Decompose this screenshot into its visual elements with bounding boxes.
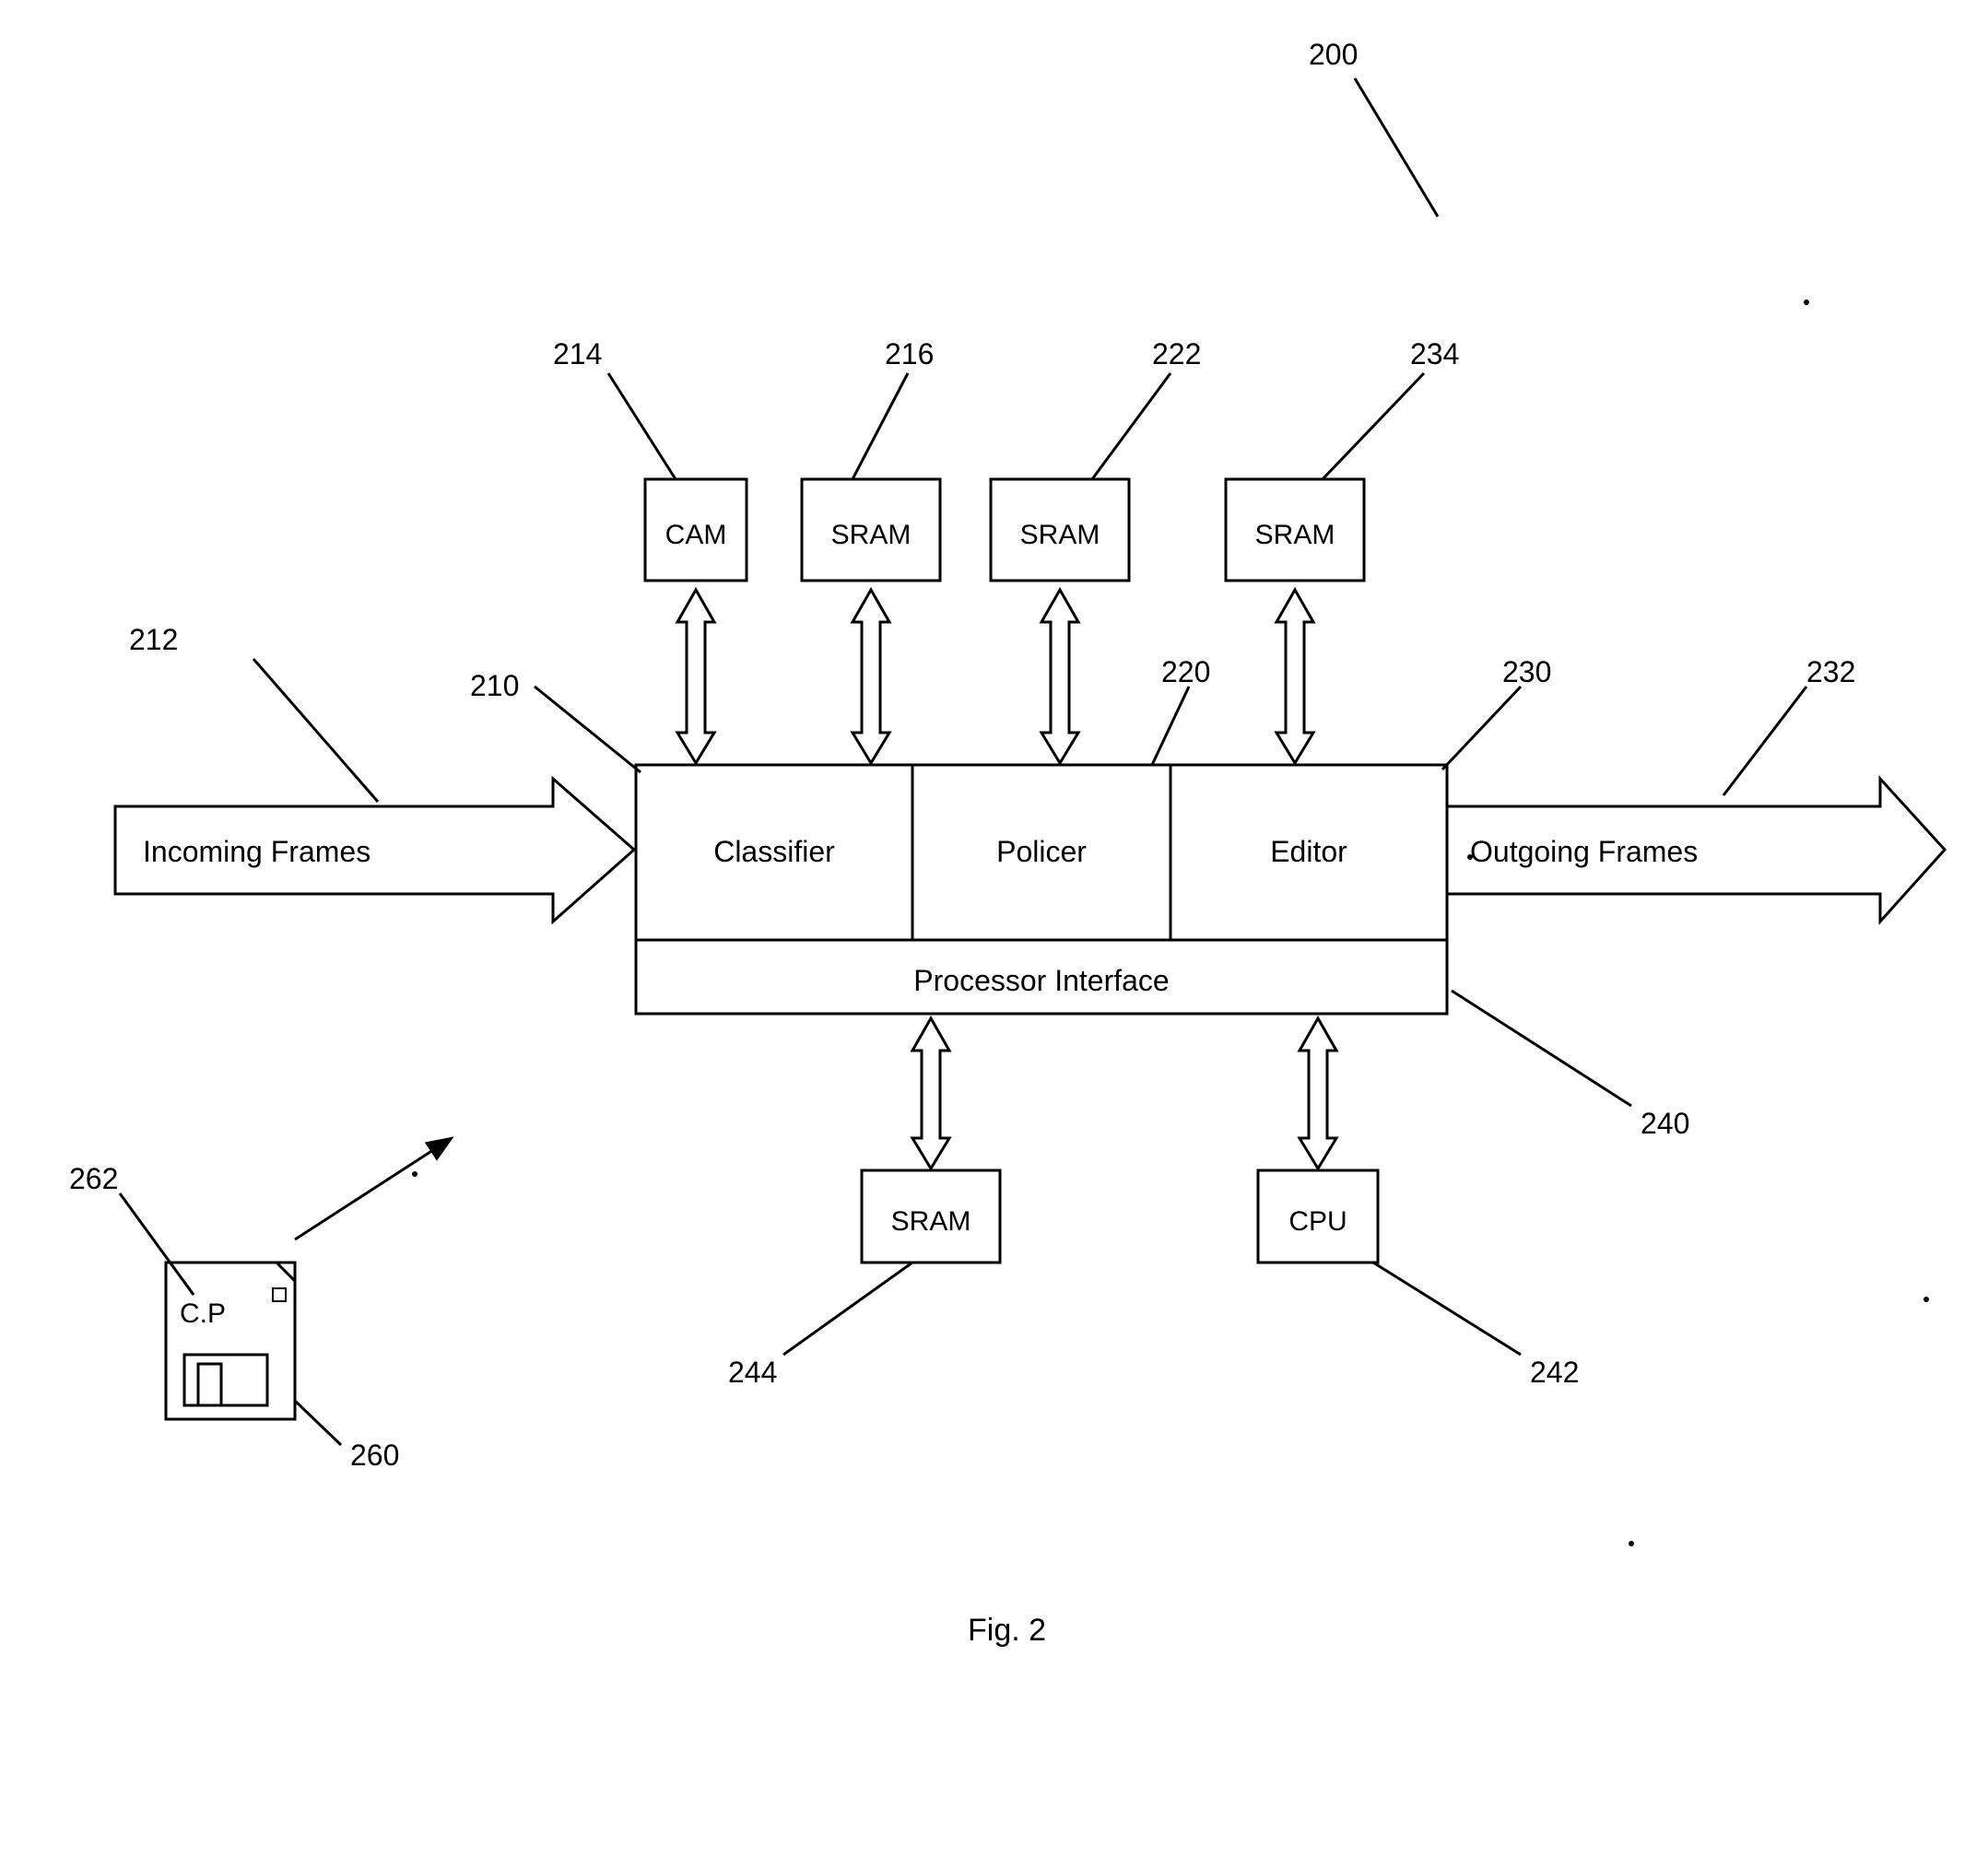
- svg-text:SRAM: SRAM: [831, 520, 912, 550]
- ref-232: 232: [1806, 655, 1855, 688]
- connector-cam: [677, 590, 714, 763]
- refline-200: [1355, 78, 1438, 217]
- svg-text:CPU: CPU: [1288, 1206, 1347, 1237]
- ref-216: 216: [885, 337, 934, 370]
- svg-text:SRAM: SRAM: [1255, 520, 1335, 550]
- ref-214: 214: [553, 337, 602, 370]
- ref-200: 200: [1309, 38, 1358, 71]
- policer-label: Policer: [996, 835, 1087, 868]
- floppy-label: C.P: [180, 1298, 226, 1329]
- ref-234: 234: [1410, 337, 1459, 370]
- svg-text:SRAM: SRAM: [1020, 520, 1100, 550]
- editor-label: Editor: [1270, 835, 1347, 868]
- node-sram1: SRAM: [802, 479, 940, 581]
- classifier-label: Classifier: [713, 835, 835, 868]
- connector-sram1: [853, 590, 889, 763]
- ref-212: 212: [129, 623, 178, 656]
- ref-244: 244: [728, 1356, 777, 1389]
- main-block: Classifier Policer Editor Processor Inte…: [636, 765, 1447, 1014]
- procif-label: Processor Interface: [913, 964, 1169, 997]
- ref-240: 240: [1641, 1107, 1689, 1140]
- outgoing-label: Outgoing Frames: [1470, 835, 1698, 868]
- connector-sram-bot: [912, 1018, 949, 1169]
- node-cam: CAM: [645, 479, 747, 581]
- node-cpu: CPU: [1258, 1170, 1378, 1263]
- ref-210: 210: [470, 669, 519, 702]
- node-sram2: SRAM: [991, 479, 1129, 581]
- outgoing-arrow: Outgoing Frames: [1447, 779, 1945, 922]
- figure-caption: Fig. 2: [968, 1613, 1046, 1648]
- ref-230: 230: [1502, 655, 1551, 688]
- incoming-label: Incoming Frames: [143, 835, 371, 868]
- node-sram3: SRAM: [1226, 479, 1364, 581]
- ref-262: 262: [69, 1162, 118, 1195]
- connector-sram3: [1276, 590, 1313, 763]
- svg-text:CAM: CAM: [665, 520, 727, 550]
- ref-242: 242: [1530, 1356, 1579, 1389]
- diagram-canvas: 200 CAM SRAM SRAM SRAM 214 216 222 234: [0, 0, 1988, 1856]
- node-sram-bot: SRAM: [862, 1170, 1000, 1263]
- ref-260: 260: [350, 1439, 399, 1472]
- ref-222: 222: [1152, 337, 1201, 370]
- floppy-arrow: [295, 1138, 452, 1239]
- connector-cpu: [1300, 1018, 1336, 1169]
- floppy-icon: C.P: [166, 1263, 295, 1419]
- connector-sram2: [1041, 590, 1078, 763]
- svg-text:SRAM: SRAM: [891, 1206, 971, 1237]
- ref-220: 220: [1161, 655, 1210, 688]
